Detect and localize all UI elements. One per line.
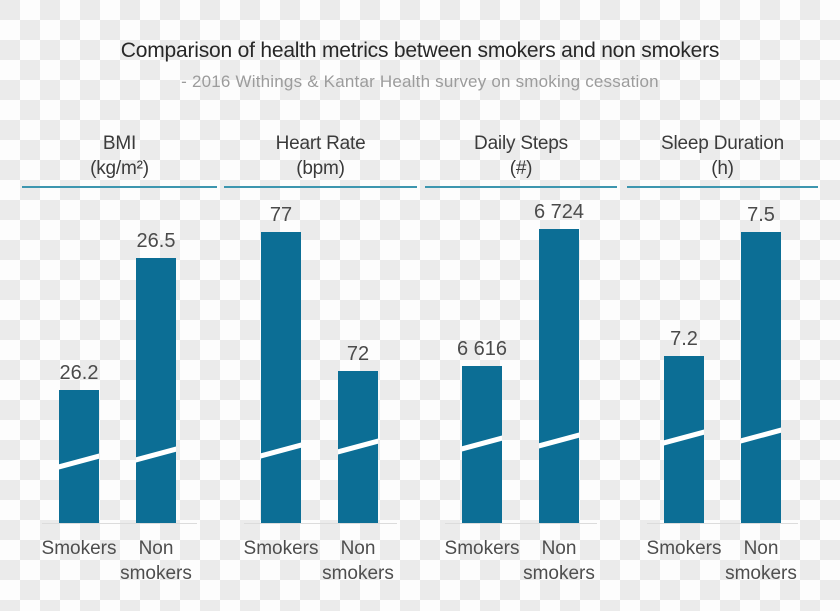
axis-break-mark [741,425,781,446]
bar-group-non-smokers: 72 [338,188,378,524]
axis-break-mark [261,440,301,461]
value-label: 7.2 [670,328,698,350]
bar-group-smokers: 7.2 [664,188,704,524]
bar-smokers [59,390,99,524]
value-label: 26.5 [136,230,176,252]
tick-label-non-smokers: Non smokers [725,538,797,584]
header-underline [425,186,617,188]
panel-daily-steps: Daily Steps (#) 6 616 6 724 Smokers Non … [425,0,617,611]
bar-smokers [664,356,704,524]
bar-group-non-smokers: 7.5 [741,188,781,524]
tick-label-smokers: Smokers [444,538,520,559]
metric-name: Sleep Duration [661,133,784,154]
header-underline [22,186,217,188]
bar-smokers [261,232,301,524]
bar-group-smokers: 77 [261,188,301,524]
chart-title: Comparison of health metrics between smo… [120,39,720,62]
bar-group-non-smokers: 6 724 [534,188,584,524]
panel-header: Sleep Duration (h) [627,131,818,181]
bar-group-smokers: 26.2 [59,188,99,524]
axis-break-mark [664,427,704,448]
panel-sleep-duration: Sleep Duration (h) 7.2 7.5 Smokers Non s… [627,0,818,611]
plot-area: 77 72 [224,188,417,524]
bar-group-non-smokers: 26.5 [136,188,176,524]
metric-name: BMI [102,133,137,154]
panel-header: Daily Steps (#) [425,131,617,181]
value-label: 26.2 [59,362,99,384]
bar-non-smokers [136,258,176,524]
panel-header: BMI (kg/m²) [22,131,217,181]
chart-subtitle: - 2016 Withings & Kantar Health survey o… [181,72,659,91]
tick-label-smokers: Smokers [243,538,319,559]
tick-label-smokers: Smokers [41,538,117,559]
header-underline [627,186,818,188]
axis-break-mark [59,451,99,472]
tick-label-non-smokers: Non smokers [523,538,595,584]
tick-label-non-smokers: Non smokers [322,538,394,584]
axis-baseline [244,523,397,524]
bar-non-smokers [539,229,579,524]
tick-label-non-smokers: Non smokers [120,538,192,584]
axis-break-mark [136,444,176,465]
axis-break-mark [539,430,579,451]
metric-name: Heart Rate [275,133,366,154]
metric-unit: (bpm) [296,158,345,179]
value-label: 6 724 [533,201,585,223]
bar-group-smokers: 6 616 [457,188,507,524]
panel-header: Heart Rate (bpm) [224,131,417,181]
metric-unit: (kg/m²) [90,158,149,179]
value-label: 77 [269,204,293,226]
panel-bmi: BMI (kg/m²) 26.2 26.5 Smokers Non smoker… [22,0,217,611]
axis-baseline [647,523,798,524]
metric-unit: (h) [711,158,734,179]
metric-name: Daily Steps [474,133,568,154]
value-label: 7.5 [747,204,775,226]
axis-break-mark [462,433,502,454]
plot-area: 6 616 6 724 [425,188,617,524]
bar-smokers [462,366,502,524]
panel-heart-rate: Heart Rate (bpm) 77 72 Smokers Non smoke… [224,0,417,611]
metric-unit: (#) [509,158,533,179]
plot-area: 7.2 7.5 [627,188,818,524]
header-underline [224,186,417,188]
axis-break-mark [338,436,378,457]
tick-label-smokers: Smokers [646,538,722,559]
axis-baseline [42,523,197,524]
bar-non-smokers [741,232,781,524]
value-label: 6 616 [456,338,508,360]
bar-non-smokers [338,371,378,524]
value-label: 72 [346,343,370,365]
plot-area: 26.2 26.5 [22,188,217,524]
axis-baseline [445,523,597,524]
